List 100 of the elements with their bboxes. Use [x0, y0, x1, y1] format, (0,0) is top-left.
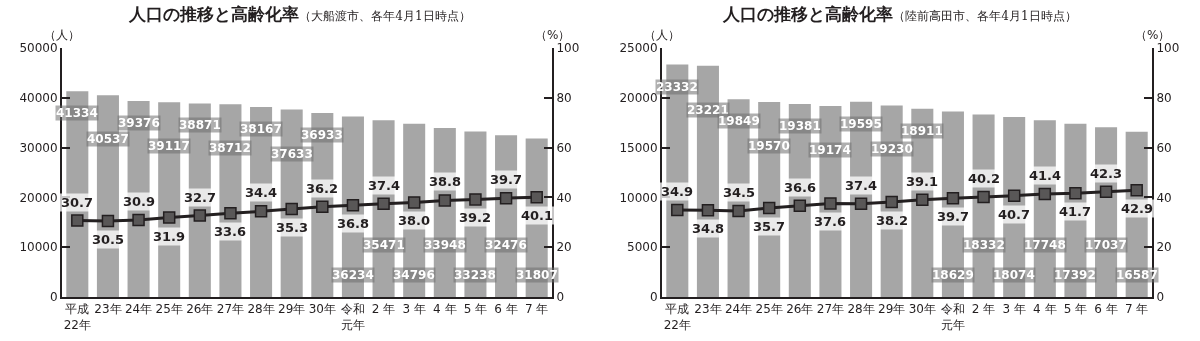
data-label: 19174: [809, 143, 851, 157]
y2-tick-label: 0: [556, 290, 565, 305]
data-label: 30.5: [92, 232, 125, 247]
x-tick-label: 29年: [278, 302, 306, 317]
point: [530, 190, 543, 204]
x-tick-label: 7 年: [524, 302, 549, 317]
point: [824, 197, 837, 210]
point: [916, 193, 929, 206]
x-tick-label: 令和元年: [940, 302, 965, 332]
data-label: 39.2: [459, 210, 492, 225]
point: [71, 214, 84, 227]
y-axis-title: （人）: [644, 28, 680, 42]
y2-tick-label: 0: [1156, 290, 1165, 305]
x-tick-label: 26年: [186, 302, 214, 317]
data-label: 33.6: [214, 224, 247, 239]
data-label: 33948: [424, 238, 466, 252]
point: [254, 205, 268, 218]
x-tick-label: 4 年: [433, 302, 457, 317]
point: [1099, 185, 1113, 198]
data-label: 30.7: [61, 195, 94, 210]
data-label: 36.6: [784, 180, 817, 195]
data-label: 31.9: [153, 229, 186, 244]
data-label: 19595: [840, 117, 882, 131]
data-label: 38167: [240, 122, 282, 136]
point: [854, 197, 868, 211]
data-label: 42.9: [1121, 201, 1154, 216]
data-label: 40.7: [998, 207, 1031, 222]
data-label: 37.6: [814, 214, 847, 229]
data-label: 17392: [1054, 268, 1096, 282]
x-tick-label: 24年: [124, 302, 153, 317]
data-label: 41.4: [1029, 168, 1062, 183]
data-label: 31807: [516, 268, 558, 282]
x-tick-label: 29年: [878, 302, 906, 317]
data-label: 38.8: [429, 174, 462, 189]
data-label: 36.2: [306, 181, 339, 196]
x-tick-label: 2 年: [371, 302, 396, 317]
data-label: 18911: [901, 124, 943, 138]
data-label: 41334: [56, 106, 98, 120]
point: [732, 204, 745, 218]
point: [224, 207, 237, 220]
data-label: 37.4: [368, 178, 401, 193]
y2-tick-label: 40: [1156, 190, 1172, 205]
y2-tick-label: 40: [556, 190, 572, 205]
y2-tick-label: 100: [556, 41, 580, 56]
x-tick-label: 28年: [247, 302, 275, 317]
chart-subtitle: （大船渡市、各年4月1日時点）: [299, 9, 471, 24]
point: [438, 194, 452, 207]
x-tick-label: 5 年: [463, 302, 488, 317]
y-tick-label: 15000: [619, 140, 658, 155]
data-label: 35.3: [276, 220, 309, 235]
data-label: 16587: [1116, 268, 1158, 282]
data-label: 37633: [271, 147, 313, 161]
x-tick-label: 5 年: [1063, 302, 1088, 317]
data-label: 30.9: [123, 194, 156, 209]
x-tick-label: 26年: [786, 302, 814, 317]
data-label: 39376: [118, 116, 160, 130]
point: [499, 191, 513, 205]
data-label: 17037: [1085, 238, 1127, 252]
data-label: 39.7: [490, 172, 523, 187]
point: [285, 202, 298, 216]
point: [977, 190, 990, 204]
data-label: 32476: [485, 238, 527, 252]
data-label: 32.7: [184, 190, 217, 205]
point: [762, 201, 776, 215]
point: [346, 199, 360, 212]
chart-subtitle: （陸前高田市、各年4月1日時点）: [893, 9, 1077, 24]
x-tick-label: 30年: [908, 302, 936, 317]
data-label: 38712: [209, 141, 251, 155]
data-label: 34.9: [661, 184, 694, 199]
data-label: 19230: [871, 142, 913, 156]
y2-tick-label: 80: [1156, 91, 1172, 105]
y-tick-label: 25000: [619, 41, 658, 56]
data-label: 39.7: [937, 209, 970, 224]
y-tick-label: 20000: [619, 91, 658, 105]
y2-tick-label: 20: [556, 240, 572, 255]
y-tick-label: 5000: [627, 240, 658, 255]
x-tick-label: 28年: [847, 302, 875, 317]
point: [1069, 186, 1082, 200]
x-tick-label: 30年: [308, 302, 336, 317]
data-label: 38.0: [398, 213, 431, 228]
data-label: 40.2: [968, 171, 1001, 186]
x-tick-label: 23年: [94, 302, 122, 317]
data-label: 23221: [687, 103, 729, 117]
point: [1007, 189, 1021, 202]
x-tick-label: 2 年: [971, 302, 996, 317]
chart-title: 人口の推移と高齢化率: [128, 4, 300, 25]
y2-tick-label: 80: [556, 91, 572, 105]
y-tick-label: 10000: [619, 190, 658, 205]
data-label: 39117: [148, 139, 190, 153]
chart-title: 人口の推移と高齢化率: [722, 4, 894, 25]
x-tick-label: 24年: [724, 302, 753, 317]
data-label: 19849: [718, 114, 760, 128]
point: [407, 196, 421, 209]
point: [885, 195, 898, 209]
y2-tick-label: 100: [1156, 41, 1180, 56]
y-tick-label: 10000: [19, 240, 58, 255]
data-label: 33238: [454, 268, 496, 282]
data-label: 39.1: [906, 174, 939, 189]
data-label: 42.3: [1090, 166, 1123, 181]
x-tick-label: 6 年: [494, 302, 518, 317]
